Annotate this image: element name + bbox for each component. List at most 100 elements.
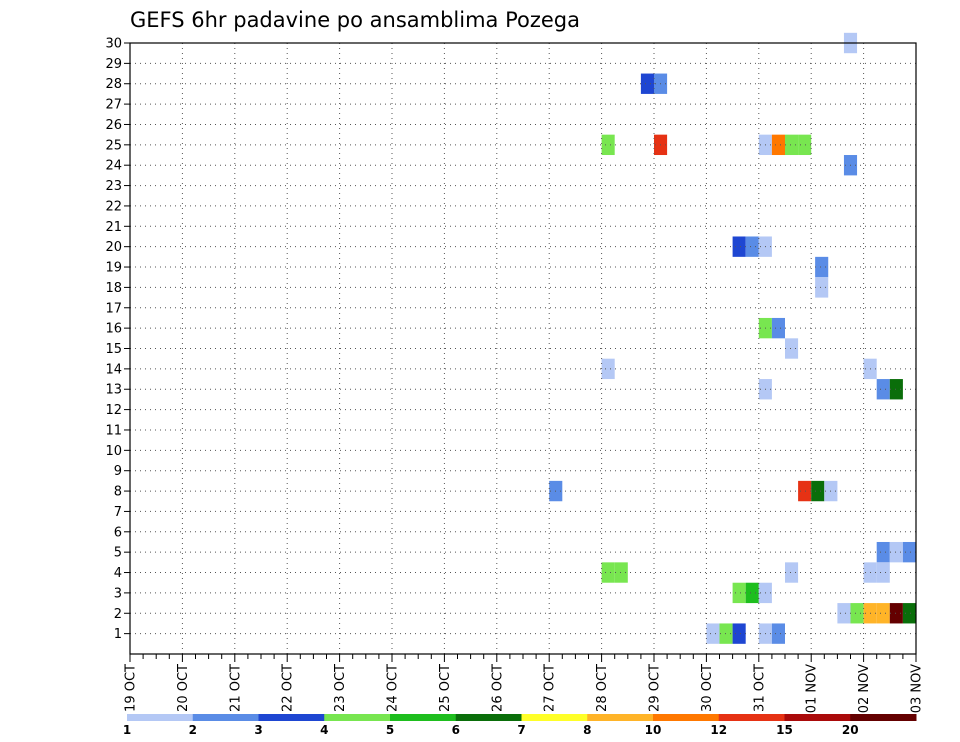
y-tick-label: 6 [114, 525, 122, 540]
y-tick-label: 3 [114, 586, 122, 601]
y-tick-label: 17 [105, 301, 122, 316]
x-tick-label: 29 OCT [648, 664, 663, 712]
x-tick-label: 22 OCT [281, 664, 296, 712]
heatmap-cell [732, 623, 746, 644]
heatmap-cell [876, 379, 890, 400]
y-tick-label: 27 [105, 98, 122, 113]
heatmap-cell [876, 541, 890, 563]
heatmap-cell [601, 134, 615, 156]
y-tick-label: 13 [105, 383, 122, 398]
y-tick-label: 7 [114, 505, 122, 520]
colorbar-segment [850, 714, 917, 721]
x-tick-label: 27 OCT [543, 664, 558, 712]
colorbar-label: 15 [776, 723, 793, 737]
heatmap-cell [785, 562, 799, 583]
x-tick-label: 28 OCT [595, 664, 610, 712]
heatmap-cell [876, 603, 890, 624]
heatmap-cell [732, 582, 746, 604]
heatmap-cell [771, 317, 785, 339]
heatmap-cell [889, 379, 903, 400]
heatmap-cell [876, 562, 890, 583]
colorbar-segment [127, 714, 194, 721]
heatmap-cell [640, 73, 654, 94]
y-tick-label: 12 [105, 403, 122, 418]
y-tick-label: 21 [105, 220, 122, 235]
y-tick-label: 30 [105, 37, 122, 52]
y-tick-label: 11 [105, 423, 122, 438]
colorbar-segment [455, 714, 522, 721]
colorbar-label: 1 [123, 723, 131, 737]
y-tick-label: 14 [105, 362, 122, 377]
y-tick-label: 26 [105, 118, 122, 133]
x-tick-label: 26 OCT [490, 664, 505, 712]
colorbar-label: 10 [645, 723, 662, 737]
colorbar-segment [390, 714, 457, 721]
y-tick-label: 20 [105, 240, 122, 255]
heatmap-cell [811, 480, 825, 502]
cells-layer [549, 32, 916, 644]
heatmap-cell [785, 338, 799, 359]
heatmap-cell [745, 582, 759, 604]
y-tick-label: 25 [105, 138, 122, 153]
x-tick-label: 21 OCT [228, 664, 243, 712]
y-tick-label: 24 [105, 159, 122, 174]
x-tick-label: 24 OCT [386, 664, 401, 712]
heatmap-cell [614, 562, 628, 583]
x-tick-label: 30 OCT [700, 664, 715, 712]
colorbar-segment [258, 714, 325, 721]
heatmap-cell [706, 623, 720, 644]
heatmap-cell [815, 277, 829, 298]
colorbar-segment [653, 714, 720, 721]
heatmap-cell [902, 541, 916, 563]
colorbar-segment [587, 714, 654, 721]
y-tick-label: 1 [114, 627, 122, 642]
x-tick-label: 02 NOV [857, 664, 872, 713]
heatmap-cell [798, 480, 812, 502]
heatmap-cell [771, 623, 785, 644]
y-tick-label: 10 [105, 444, 122, 459]
colorbar-label: 3 [254, 723, 262, 737]
y-tick-label: 22 [105, 199, 122, 214]
y-tick-label: 19 [105, 261, 122, 276]
colorbar-label: 8 [583, 723, 591, 737]
y-tick-label: 4 [114, 566, 122, 581]
y-tick-label: 9 [114, 464, 122, 479]
colorbar-label: 5 [386, 723, 394, 737]
y-tick-label: 23 [105, 179, 122, 194]
y-tick-label: 8 [114, 485, 122, 500]
heatmap-cell [771, 134, 785, 156]
y-tick-label: 2 [114, 607, 122, 622]
heatmap-cell [601, 358, 615, 380]
colorbar-label: 12 [710, 723, 727, 737]
y-tick-label: 15 [105, 342, 122, 357]
y-tick-label: 18 [105, 281, 122, 296]
colorbar-segment [192, 714, 259, 721]
chart-title: GEFS 6hr padavine po ansamblima Pozega [130, 8, 580, 32]
heatmap-cell [732, 236, 746, 257]
x-tick-label: 25 OCT [438, 664, 453, 712]
colorbar: 1 2 3 4 5 6 7 8 10 12 15 20 [123, 714, 917, 737]
y-tick-label: 29 [105, 57, 122, 72]
colorbar-label: 20 [842, 723, 859, 737]
heatmap-cell [889, 603, 903, 624]
x-tick-label: 19 OCT [124, 664, 139, 712]
heatmap-cell [889, 541, 903, 563]
heatmap-cell [719, 623, 733, 644]
colorbar-segment [521, 714, 588, 721]
heatmap-cell [850, 603, 864, 624]
y-tick-label: 28 [105, 77, 122, 92]
y-tick-label: 16 [105, 322, 122, 337]
colorbar-label: 6 [452, 723, 460, 737]
x-tick-label: 03 NOV [910, 664, 925, 713]
heatmap-cell [837, 603, 851, 624]
x-tick-label: 20 OCT [176, 664, 191, 712]
x-tick-label: 01 NOV [805, 664, 820, 713]
heatmap-cell [798, 134, 812, 156]
colorbar-segment [784, 714, 851, 721]
x-tick-label: 23 OCT [333, 664, 348, 712]
colorbar-segment [324, 714, 391, 721]
colorbar-label: 4 [320, 723, 328, 737]
y-tick-label: 5 [114, 546, 122, 561]
heatmap-cell [745, 236, 759, 257]
